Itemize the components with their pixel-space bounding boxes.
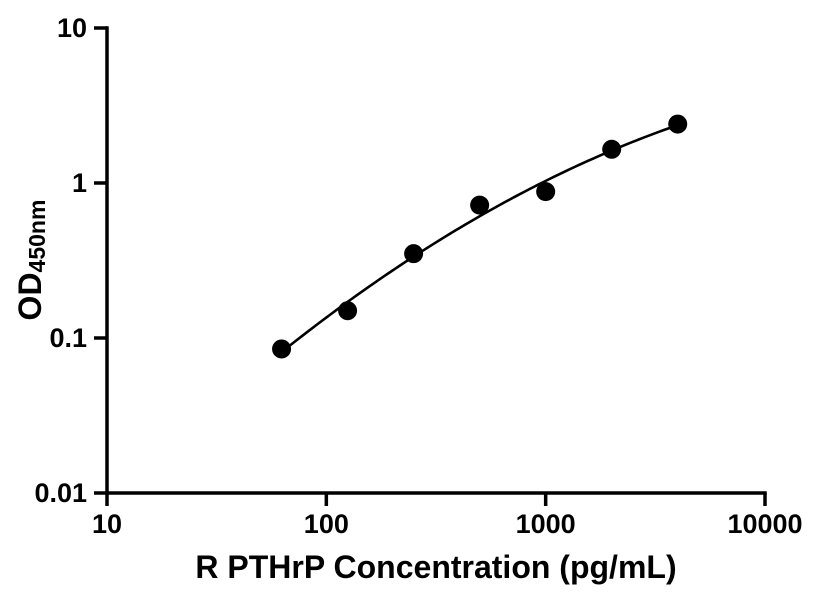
x-tick-label: 100 [304, 509, 349, 539]
y-tick-label: 10 [57, 13, 87, 43]
y-tick-label: 0.01 [34, 478, 87, 508]
x-tick-label: 10000 [727, 509, 802, 539]
x-tick-label: 1000 [516, 509, 576, 539]
data-point [536, 182, 556, 202]
data-point [272, 339, 292, 359]
fit-curve [280, 123, 679, 354]
axis-line [105, 26, 767, 495]
y-tick-label: 1 [72, 168, 87, 198]
y-axis-title-main: OD [12, 272, 48, 321]
data-point [404, 244, 424, 264]
y-axis-title-sub: 450nm [24, 199, 50, 273]
data-point [470, 195, 490, 215]
y-tick-label: 0.1 [49, 323, 87, 353]
x-tick-label: 10 [92, 509, 122, 539]
y-axis-title: OD450nm [8, 135, 52, 385]
data-point [338, 301, 358, 321]
data-point [602, 139, 622, 159]
data-point [668, 114, 688, 134]
x-axis-title: R PTHrP Concentration (pg/mL) [195, 549, 677, 585]
